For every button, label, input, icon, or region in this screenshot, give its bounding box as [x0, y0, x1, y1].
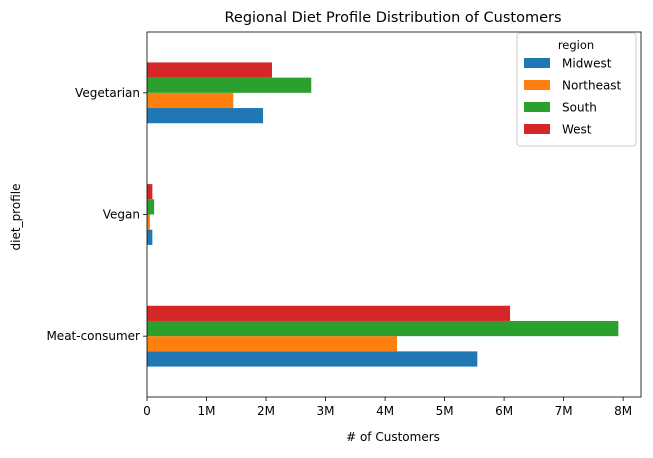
bar-south-vegetarian [147, 77, 312, 93]
bar-northeast-meat-consumer [147, 336, 397, 352]
bars-layer [147, 62, 619, 367]
x-tick-label: 2M [257, 404, 275, 418]
y-axis-label: diet_profile [9, 184, 23, 251]
x-tick-label: 8M [614, 404, 632, 418]
legend-label-northeast: Northeast [562, 79, 622, 93]
legend-swatch-west [524, 124, 550, 134]
y-tick-label: Vegetarian [75, 86, 140, 100]
legend-swatch-northeast [524, 80, 550, 90]
legend-label-south: South [562, 101, 597, 115]
bar-northeast-vegetarian [147, 92, 234, 109]
legend-label-west: West [562, 123, 592, 137]
bar-south-meat-consumer [147, 320, 619, 337]
legend-title: region [558, 38, 594, 52]
x-axis-label: # of Customers [346, 430, 440, 444]
legend: region Midwest Northeast South West [516, 32, 637, 147]
bar-west-meat-consumer [147, 305, 511, 321]
x-tick-label: 3M [317, 404, 335, 418]
legend-items: Midwest Northeast South West [524, 57, 622, 137]
axes-layer: 0 1M 2M 3M 4M 5M 6M 7M 8M Meat-consumer Vegan Veget… [46, 31, 642, 418]
bar-midwest-vegan [147, 229, 153, 245]
x-tick-label: 7M [555, 404, 573, 418]
bar-midwest-meat-consumer [147, 351, 478, 367]
bar-northeast-vegan [147, 214, 150, 230]
bar-midwest-vegetarian [147, 108, 264, 124]
legend-swatch-south [524, 102, 550, 112]
bar-west-vegetarian [147, 62, 272, 78]
y-tick-label: Vegan [103, 208, 140, 222]
legend-label-midwest: Midwest [562, 57, 612, 71]
legend-swatch-midwest [524, 58, 550, 68]
chart-title: Regional Diet Profile Distribution of Cu… [224, 10, 561, 26]
x-tick-label: 5M [436, 404, 454, 418]
y-tick-label: Meat-consumer [46, 329, 140, 343]
bar-south-vegan [147, 199, 155, 215]
x-tick-label: 4M [376, 404, 394, 418]
x-tick-label: 0 [143, 404, 151, 418]
x-tick-label: 6M [495, 404, 513, 418]
x-tick-label: 1M [198, 404, 216, 418]
bar-west-vegan [147, 184, 153, 200]
